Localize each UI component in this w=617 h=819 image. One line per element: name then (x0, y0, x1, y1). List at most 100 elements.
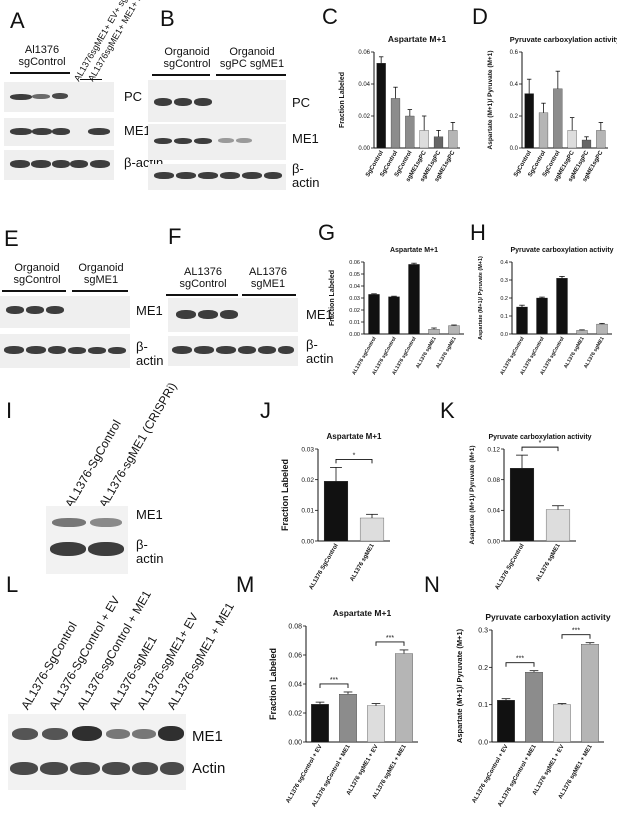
band (216, 346, 236, 354)
y-tick-label: 0.02 (288, 710, 302, 717)
band (158, 726, 184, 741)
band (70, 160, 88, 168)
panel-letter-i: I (6, 398, 13, 423)
y-axis-label: Fraction Labeled (268, 648, 278, 720)
panel-letter-k: K (440, 398, 455, 423)
y-tick-label: 0.02 (301, 477, 314, 484)
y-axis-label: Aspartate (M+1)/ Pyruvate (M+1) (455, 628, 464, 743)
y-tick-label: 0.03 (301, 446, 314, 453)
blot-a-actin (4, 150, 114, 180)
panel-letter-j: J (260, 398, 271, 423)
band (32, 94, 50, 99)
band (88, 128, 110, 135)
chart-k: Pyruvate carboxylation activity 0.00 0.04 0… (469, 434, 592, 591)
y-tick-label: 0.02 (349, 308, 360, 314)
panel-letter-a: A (10, 8, 25, 33)
bar (576, 330, 588, 335)
blot-l-label-actin: Actin (192, 760, 226, 777)
significance-label: *** (386, 635, 394, 642)
chart-m: Aspartate M+1 0.00 0.02 0.04 0.06 0.08 Fractio… (268, 608, 418, 808)
blot-f-group1-label: AL1376 sgControl (179, 266, 227, 290)
blot-l-label-me1: ME1 (192, 728, 223, 745)
significance-bracket (561, 634, 591, 639)
chart-c: Aspartate M+1 0.00 0.02 0.04 0.06 Fraction La… (339, 34, 460, 183)
band (132, 729, 156, 739)
bar (448, 130, 458, 149)
band (194, 346, 214, 354)
category-label: AL1376 sgME1 (349, 542, 376, 582)
band (52, 128, 70, 135)
bar (524, 93, 534, 149)
band (50, 542, 86, 556)
bar (339, 694, 357, 743)
y-tick-label: 0.0 (500, 332, 508, 338)
y-tick-label: 0.04 (487, 508, 500, 515)
panel-letter-f: F (168, 224, 182, 249)
bar (390, 98, 401, 149)
blot-b-actin (148, 164, 286, 190)
bar (538, 112, 549, 149)
y-tick-label: 0.06 (358, 50, 370, 56)
category-label: AL1376 sgME1 (563, 336, 586, 370)
band (52, 93, 68, 99)
category-label: AL1376 sgME1 + EV (532, 744, 566, 797)
band (154, 172, 174, 179)
blot-b-group1-label: Organoid sgControl (163, 46, 211, 70)
category-label: AL1376 SgControl (495, 543, 526, 591)
blot-a-group2-underline (80, 79, 102, 80)
significance-label: * (539, 440, 542, 447)
y-tick-label: 0.2 (500, 296, 508, 302)
y-tick-label: 0.2 (478, 665, 488, 672)
y-tick-label: 0.03 (349, 296, 360, 302)
blot-a-pc (4, 82, 114, 112)
significance-label: *** (330, 677, 338, 684)
band (10, 94, 32, 100)
band (42, 728, 68, 740)
band (132, 762, 158, 775)
blot-e-label-actin: β-actin (136, 339, 164, 368)
significance-bracket (505, 662, 535, 667)
blot-f-group2-label: AL1376 sgME1 (249, 266, 287, 290)
y-tick-label: 0.06 (349, 260, 360, 266)
bar (408, 264, 420, 335)
band (194, 98, 212, 106)
y-tick-label: 0.01 (349, 320, 360, 326)
band (102, 762, 130, 775)
band (176, 310, 196, 319)
panel-letter-n: N (424, 572, 440, 597)
blot-b-label-me1: ME1 (292, 131, 319, 146)
band (198, 310, 218, 319)
y-tick-label: 0.1 (500, 314, 508, 320)
category-label: AL1376 sgME1 (435, 336, 458, 370)
blot-e-group2-underline (72, 290, 128, 292)
blot-e-actin (0, 334, 130, 368)
blot-i (46, 506, 128, 574)
band (220, 172, 240, 179)
blot-f-label-actin: β-actin (306, 337, 334, 366)
band (278, 346, 294, 354)
blot-f-me1 (168, 298, 298, 332)
y-tick-label: 0.3 (500, 278, 508, 284)
y-tick-label: 0.00 (349, 332, 360, 338)
bar (359, 517, 385, 542)
y-tick-label: 0.06 (288, 652, 302, 659)
chart-title: Pyruvate carboxylation activity (510, 247, 613, 254)
blot-a-label-pc: PC (124, 89, 143, 104)
chart-d: Pyruvate carboxylation activity 0.0 0.2 0.4… (487, 35, 617, 183)
band (160, 762, 184, 775)
band (218, 138, 234, 143)
y-tick-label: 0.04 (288, 681, 302, 688)
band (90, 518, 122, 527)
bar (405, 115, 415, 149)
y-tick-label: 0.12 (487, 446, 500, 453)
band (238, 346, 256, 354)
band (88, 542, 124, 556)
significance-bracket (521, 446, 559, 452)
y-tick-label: 0.2 (510, 114, 519, 120)
significance-label: *** (516, 656, 524, 663)
band (174, 98, 192, 106)
y-tick-label: 0.0 (510, 146, 519, 152)
y-tick-label: 0.0 (478, 739, 488, 746)
band (46, 306, 64, 314)
bar (596, 130, 606, 149)
